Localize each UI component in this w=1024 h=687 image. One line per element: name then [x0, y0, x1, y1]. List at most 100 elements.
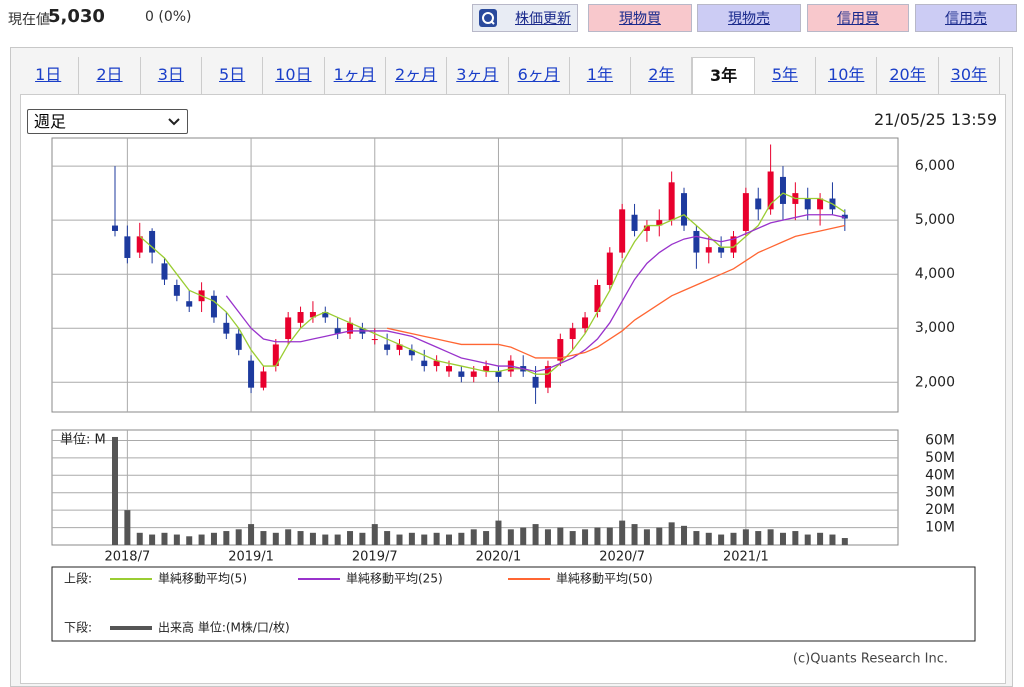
period-tab[interactable]: 1年	[570, 57, 632, 94]
candle-body	[693, 230, 700, 253]
period-tab[interactable]: 5年	[755, 57, 817, 94]
volume-bar	[260, 531, 267, 545]
volume-bar	[841, 538, 848, 545]
period-tab[interactable]: 30年	[939, 57, 1000, 94]
volume-bar	[149, 534, 156, 545]
volume-bar	[297, 531, 304, 545]
y-tick-label: 60M	[925, 432, 955, 448]
period-tab[interactable]: 2年	[631, 57, 693, 94]
volume-bar	[483, 531, 490, 545]
volume-bar	[124, 510, 131, 545]
candle-body	[334, 328, 341, 334]
refresh-button[interactable]: 株価更新	[472, 4, 578, 32]
volume-bar	[705, 532, 712, 545]
candle-body	[643, 225, 650, 231]
period-tab[interactable]: 2ヶ月	[386, 57, 448, 94]
period-tab[interactable]: 6ヶ月	[509, 57, 570, 94]
period-tab[interactable]: 10年	[816, 57, 878, 94]
button-label: 信用買	[837, 11, 879, 27]
period-tab[interactable]: 1ヶ月	[325, 57, 386, 94]
candle-body	[557, 339, 564, 361]
candle-body	[210, 295, 217, 318]
candle-body	[804, 198, 811, 210]
volume-bar	[718, 534, 725, 545]
period-tabs: 1日 2日 3日 5日 10日 1ヶ月 2ヶ月 3ヶ月 6ヶ月 1年 2年 3年 5年 10年 20年 30年	[18, 57, 1000, 94]
button-label: 現物買	[619, 11, 661, 27]
volume-bar	[334, 534, 341, 545]
legend-label: 上段:	[64, 571, 92, 586]
margin-sell-button[interactable]: 信用売	[915, 4, 1017, 32]
buy-button[interactable]: 現物買	[588, 4, 692, 32]
volume-bar	[681, 525, 688, 545]
candle-body	[594, 284, 601, 313]
candle-body	[384, 344, 391, 350]
period-tab[interactable]: 20年	[877, 57, 939, 94]
volume-bar	[619, 520, 626, 545]
timestamp: 21/05/25 13:59	[873, 110, 997, 129]
period-tab[interactable]: 3年	[692, 57, 755, 94]
candle-body	[347, 322, 354, 334]
candle-body	[248, 360, 255, 388]
y-tick-label: 6,000	[915, 158, 955, 174]
volume-bar	[730, 532, 737, 545]
button-label: 現物売	[728, 11, 770, 27]
candle-body	[421, 360, 428, 367]
period-tab[interactable]: 3日	[141, 57, 202, 94]
candle-body	[631, 214, 638, 231]
margin-buy-button[interactable]: 信用買	[807, 4, 909, 32]
volume-bar	[693, 531, 700, 545]
candle-body	[755, 198, 762, 210]
volume-bar	[582, 529, 589, 545]
candle-body	[841, 214, 848, 219]
volume-bar	[817, 532, 824, 545]
period-select[interactable]: 週足	[27, 109, 188, 134]
price: 5,030	[48, 6, 105, 27]
volume-bar	[210, 532, 217, 545]
y-tick-label: 3,000	[915, 320, 955, 336]
x-tick-label: 2020/1	[476, 550, 522, 565]
candle-body	[742, 193, 749, 231]
candle-body	[309, 312, 316, 318]
volume-bar	[643, 529, 650, 545]
volume-bar	[359, 532, 366, 545]
candle-body	[371, 339, 378, 341]
volume-bar	[396, 534, 403, 545]
candle-body	[408, 349, 415, 356]
volume-bar	[606, 527, 613, 545]
legend-entry: 出来高 単位:(M株/口/枚)	[158, 620, 290, 635]
candle-body	[322, 312, 329, 318]
volume-bar	[470, 529, 477, 545]
volume-bar	[248, 524, 255, 545]
candle-body	[112, 225, 118, 231]
select-arrow	[168, 118, 180, 126]
y-tick-label: 10M	[925, 520, 955, 536]
y-tick-label: 50M	[925, 450, 955, 466]
x-tick-label: 2020/7	[599, 550, 645, 565]
volume-bar	[445, 534, 452, 545]
period-tab[interactable]: 5日	[202, 57, 264, 94]
quote-bar: 現在値 5,030 0 (0%) 株価更新 現物買 現物売 信用買 信用売	[0, 0, 1024, 40]
x-tick-label: 2019/1	[228, 550, 274, 565]
volume-bar	[458, 532, 465, 545]
period-tab[interactable]: 3ヶ月	[447, 57, 509, 94]
candle-body	[235, 333, 242, 350]
volume-bar	[792, 531, 799, 545]
volume-bar	[223, 531, 230, 545]
candle-body	[681, 193, 688, 226]
volume-bar	[186, 536, 193, 545]
sell-button[interactable]: 現物売	[697, 4, 801, 32]
period-tab[interactable]: 10日	[263, 57, 325, 94]
candle-body	[470, 371, 477, 377]
volume-bar	[433, 532, 440, 545]
volume-bar	[631, 524, 638, 545]
period-tab[interactable]: 1日	[18, 57, 80, 94]
candle-body	[569, 328, 576, 340]
refresh-icon	[479, 9, 497, 27]
volume-bar	[235, 529, 242, 545]
volume-bar	[804, 534, 811, 545]
volume-bar	[173, 534, 180, 545]
candle-body	[544, 366, 551, 388]
period-tab[interactable]: 2日	[79, 57, 141, 94]
y-tick-label: 30M	[925, 485, 955, 501]
candle-body	[619, 209, 626, 253]
